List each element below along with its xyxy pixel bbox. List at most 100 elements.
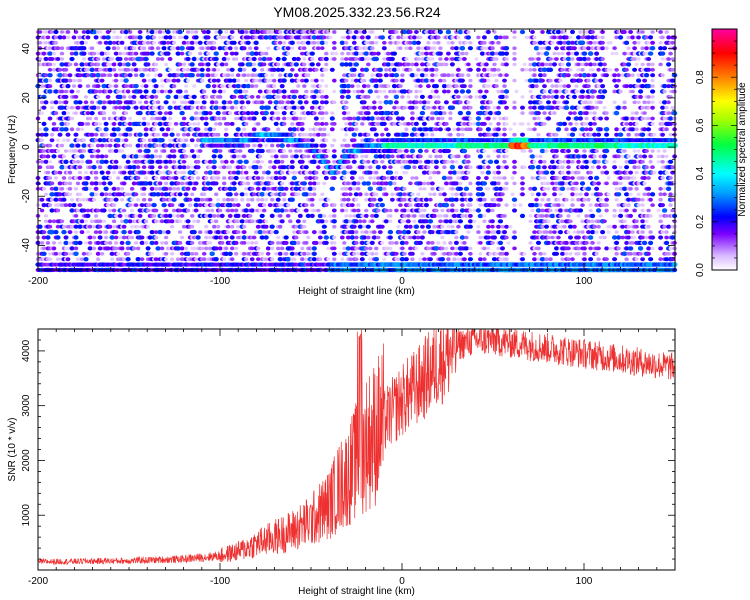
spectrogram-cell — [302, 46, 307, 51]
spectrogram-cell — [330, 51, 335, 56]
spectrogram-cell — [331, 154, 337, 159]
spectrogram-cell — [97, 40, 103, 45]
spectrogram-cell — [312, 84, 317, 88]
spectrogram-cell — [285, 46, 291, 51]
spectrogram-cell — [127, 73, 133, 78]
spectrogram-cell — [181, 143, 187, 148]
spectrogram-cell — [122, 51, 127, 56]
spectrogram-cell — [310, 78, 315, 83]
spectrogram-cell — [360, 89, 365, 94]
spectrogram-cell — [157, 73, 163, 78]
spectrogram-cell — [237, 159, 243, 164]
spectrogram-cell — [421, 100, 427, 105]
spectrogram-cell — [211, 84, 217, 89]
spectrogram-cell — [373, 83, 379, 89]
spectrogram-cell — [142, 46, 147, 50]
spectrogram-cell — [59, 30, 65, 34]
spectrogram-cell — [49, 57, 55, 61]
spectrogram-cell — [97, 230, 103, 235]
spectrogram-cell — [260, 176, 265, 180]
spectrogram-cell — [297, 100, 303, 105]
spectrogram-cell — [213, 246, 219, 251]
spectrogram-cell — [59, 89, 65, 94]
spectrogram-cell — [92, 198, 97, 202]
spectrogram-cell — [332, 241, 337, 245]
spectrogram-cell — [212, 203, 217, 207]
spectrogram-cell — [125, 257, 131, 262]
spectrogram-cell — [360, 176, 365, 180]
spectrogram-cell — [222, 181, 227, 186]
spectrogram-cell — [41, 235, 47, 240]
spectrogram-cell — [222, 116, 227, 121]
spectrogram-cell — [458, 100, 463, 105]
spectrogram-cell — [388, 219, 393, 223]
spectrogram-cell — [364, 192, 369, 197]
spectrogram-cell — [366, 84, 371, 88]
spectrogram-cell — [346, 181, 351, 186]
spectrogram-cell — [260, 68, 265, 72]
spectrogram-cell — [135, 143, 141, 148]
spectrogram-cell — [107, 224, 113, 229]
spectrogram-cell — [332, 122, 337, 126]
spectrogram-cell — [224, 46, 229, 50]
spectrogram-cell — [110, 198, 115, 202]
spectrogram-cell — [241, 230, 247, 235]
spectrogram-cell — [370, 41, 375, 45]
spectrogram-cell — [181, 40, 187, 45]
spectrogram-cell — [75, 160, 81, 164]
spectrogram-cell — [101, 100, 107, 105]
spectrogram-cell — [362, 78, 367, 83]
spectrogram-cell — [81, 251, 87, 256]
spectrogram-cell — [163, 186, 169, 191]
spectrogram-cell — [212, 127, 217, 131]
spectrogram-cell — [394, 78, 399, 83]
spectrogram-cell — [254, 84, 259, 88]
spectrogram-cell — [111, 219, 117, 224]
spectrogram-cell — [184, 84, 189, 88]
spectrogram-cell — [304, 89, 309, 94]
spectrogram-cell — [39, 241, 45, 245]
spectrogram-cell — [236, 78, 241, 83]
spectrogram-cell — [41, 251, 47, 256]
spectrogram-cell — [362, 160, 367, 164]
spectrogram-cell — [418, 154, 423, 159]
spectrogram-cell — [153, 208, 159, 213]
spectrogram-cell — [416, 46, 421, 50]
spectrogram-cell — [83, 181, 89, 186]
spectrogram-cell — [175, 246, 181, 251]
spectrogram-cell — [97, 235, 103, 240]
spectrogram-cell — [256, 246, 261, 251]
spectrogram-cell — [363, 51, 369, 56]
spectrogram-cell — [319, 40, 325, 45]
spectrogram-cell — [102, 219, 107, 223]
spectrogram-cell — [246, 181, 251, 186]
spectrogram-cell — [107, 100, 113, 105]
spectrogram-cell — [324, 122, 329, 126]
spectrogram-cell — [467, 219, 473, 224]
spectrogram-cell — [175, 257, 181, 262]
spectrogram-cell — [425, 224, 431, 229]
spectrogram-cell — [323, 94, 329, 99]
spectrogram-cell — [221, 56, 227, 62]
spectrogram-cell — [205, 29, 211, 35]
spectrogram-cell — [59, 51, 65, 56]
spectrogram-cell — [154, 68, 159, 72]
spectrogram-cell — [135, 229, 141, 235]
spectrogram-cell — [468, 127, 473, 132]
spectrogram-cell — [303, 192, 309, 197]
spectrogram-cell — [155, 192, 161, 197]
spectrogram-cell — [467, 197, 473, 202]
spectrogram-cell — [216, 198, 221, 202]
spectrogram-cell — [404, 149, 409, 153]
spectrogram-cell — [191, 94, 197, 99]
spectrogram-cell — [253, 46, 259, 51]
spectrogram-cell — [370, 203, 375, 208]
spectrogram-cell — [341, 111, 347, 116]
spectrogram-cell — [67, 176, 73, 180]
spectrogram-cell — [146, 122, 151, 126]
spectrogram-cell — [187, 181, 193, 186]
spectrogram-cell — [145, 51, 151, 56]
spectrogram-cell — [324, 62, 329, 67]
spectrogram-cell — [290, 122, 295, 126]
spectrogram-cell — [357, 224, 363, 229]
